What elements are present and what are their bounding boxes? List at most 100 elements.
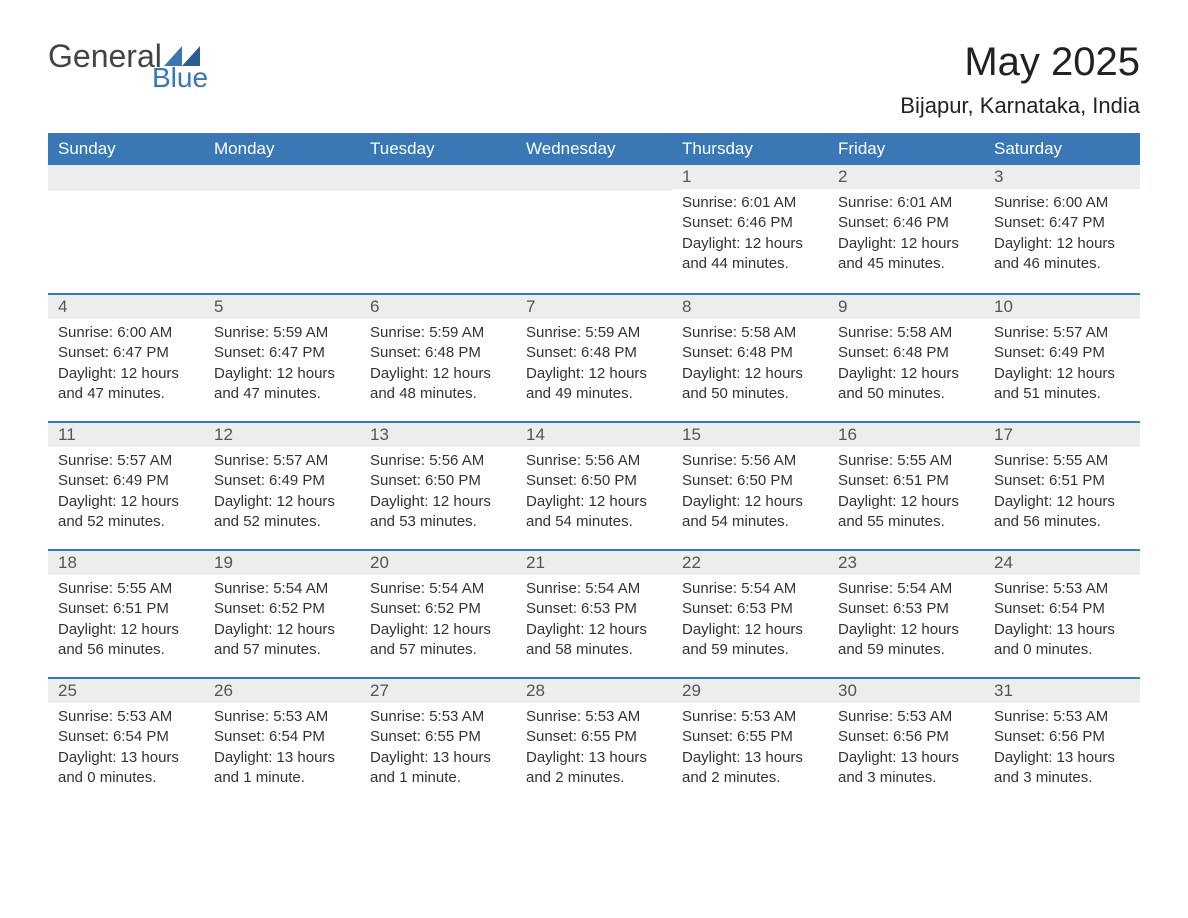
day-body: Sunrise: 5:53 AMSunset: 6:56 PMDaylight:…	[984, 703, 1140, 800]
daylight-line: Daylight: 12 hours and 47 minutes.	[214, 364, 350, 405]
day-number	[48, 165, 204, 191]
day-cell: 26Sunrise: 5:53 AMSunset: 6:54 PMDayligh…	[204, 679, 360, 805]
sunset-line: Sunset: 6:46 PM	[838, 213, 974, 233]
daylight-line: Daylight: 12 hours and 48 minutes.	[370, 364, 506, 405]
sunrise-line: Sunrise: 5:57 AM	[58, 451, 194, 471]
day-body: Sunrise: 5:54 AMSunset: 6:53 PMDaylight:…	[828, 575, 984, 672]
day-body	[360, 191, 516, 207]
daylight-line: Daylight: 13 hours and 3 minutes.	[838, 748, 974, 789]
day-cell: 3Sunrise: 6:00 AMSunset: 6:47 PMDaylight…	[984, 165, 1140, 293]
day-cell: 25Sunrise: 5:53 AMSunset: 6:54 PMDayligh…	[48, 679, 204, 805]
day-cell: 20Sunrise: 5:54 AMSunset: 6:52 PMDayligh…	[360, 551, 516, 677]
day-number: 7	[516, 295, 672, 319]
daylight-line: Daylight: 12 hours and 59 minutes.	[682, 620, 818, 661]
day-cell: 8Sunrise: 5:58 AMSunset: 6:48 PMDaylight…	[672, 295, 828, 421]
sunrise-line: Sunrise: 5:53 AM	[838, 707, 974, 727]
sunrise-line: Sunrise: 5:53 AM	[682, 707, 818, 727]
day-cell: 10Sunrise: 5:57 AMSunset: 6:49 PMDayligh…	[984, 295, 1140, 421]
day-cell: 28Sunrise: 5:53 AMSunset: 6:55 PMDayligh…	[516, 679, 672, 805]
day-number: 22	[672, 551, 828, 575]
sunrise-line: Sunrise: 5:58 AM	[838, 323, 974, 343]
day-cell: 29Sunrise: 5:53 AMSunset: 6:55 PMDayligh…	[672, 679, 828, 805]
sunset-line: Sunset: 6:54 PM	[214, 727, 350, 747]
day-body: Sunrise: 5:53 AMSunset: 6:55 PMDaylight:…	[516, 703, 672, 800]
daylight-line: Daylight: 12 hours and 45 minutes.	[838, 234, 974, 275]
sunset-line: Sunset: 6:47 PM	[58, 343, 194, 363]
day-body: Sunrise: 5:53 AMSunset: 6:55 PMDaylight:…	[672, 703, 828, 800]
daylight-line: Daylight: 12 hours and 46 minutes.	[994, 234, 1130, 275]
day-cell: 14Sunrise: 5:56 AMSunset: 6:50 PMDayligh…	[516, 423, 672, 549]
day-body: Sunrise: 5:54 AMSunset: 6:52 PMDaylight:…	[204, 575, 360, 672]
day-cell: 4 Sunrise: 6:00 AMSunset: 6:47 PMDaylight…	[48, 295, 204, 421]
sunset-line: Sunset: 6:48 PM	[838, 343, 974, 363]
day-cell: 5Sunrise: 5:59 AMSunset: 6:47 PMDaylight…	[204, 295, 360, 421]
sunrise-line: Sunrise: 6:00 AM	[994, 193, 1130, 213]
daylight-line: Daylight: 12 hours and 50 minutes.	[838, 364, 974, 405]
day-number: 11	[48, 423, 204, 447]
sunset-line: Sunset: 6:51 PM	[58, 599, 194, 619]
day-body: Sunrise: 5:55 AMSunset: 6:51 PMDaylight:…	[984, 447, 1140, 544]
daylight-line: Daylight: 13 hours and 2 minutes.	[526, 748, 662, 789]
sunset-line: Sunset: 6:49 PM	[58, 471, 194, 491]
sunrise-line: Sunrise: 5:53 AM	[994, 579, 1130, 599]
week-row: 11Sunrise: 5:57 AMSunset: 6:49 PMDayligh…	[48, 421, 1140, 549]
sunrise-line: Sunrise: 5:57 AM	[994, 323, 1130, 343]
day-number: 1	[672, 165, 828, 189]
day-number: 30	[828, 679, 984, 703]
daylight-line: Daylight: 12 hours and 57 minutes.	[214, 620, 350, 661]
day-body: Sunrise: 5:58 AMSunset: 6:48 PMDaylight:…	[672, 319, 828, 416]
day-cell-empty	[204, 165, 360, 293]
day-cell: 15Sunrise: 5:56 AMSunset: 6:50 PMDayligh…	[672, 423, 828, 549]
daylight-line: Daylight: 12 hours and 56 minutes.	[58, 620, 194, 661]
sunset-line: Sunset: 6:50 PM	[526, 471, 662, 491]
day-number: 16	[828, 423, 984, 447]
day-body: Sunrise: 5:59 AMSunset: 6:48 PMDaylight:…	[516, 319, 672, 416]
day-number: 19	[204, 551, 360, 575]
sunrise-line: Sunrise: 5:53 AM	[994, 707, 1130, 727]
weekday-header: Saturday	[984, 133, 1140, 165]
day-body: Sunrise: 5:59 AMSunset: 6:48 PMDaylight:…	[360, 319, 516, 416]
day-cell: 16Sunrise: 5:55 AMSunset: 6:51 PMDayligh…	[828, 423, 984, 549]
sunrise-line: Sunrise: 5:59 AM	[370, 323, 506, 343]
day-cell: 1Sunrise: 6:01 AMSunset: 6:46 PMDaylight…	[672, 165, 828, 293]
day-body: Sunrise: 5:53 AMSunset: 6:56 PMDaylight:…	[828, 703, 984, 800]
brand-logo: General Blue	[48, 40, 208, 92]
weekday-header: Sunday	[48, 133, 204, 165]
day-cell: 18Sunrise: 5:55 AMSunset: 6:51 PMDayligh…	[48, 551, 204, 677]
daylight-line: Daylight: 12 hours and 56 minutes.	[994, 492, 1130, 533]
calendar-grid: SundayMondayTuesdayWednesdayThursdayFrid…	[48, 133, 1140, 805]
sunset-line: Sunset: 6:56 PM	[994, 727, 1130, 747]
day-number: 10	[984, 295, 1140, 319]
day-body: Sunrise: 6:01 AMSunset: 6:46 PMDaylight:…	[672, 189, 828, 286]
day-body: Sunrise: 5:56 AMSunset: 6:50 PMDaylight:…	[516, 447, 672, 544]
day-body: Sunrise: 5:57 AMSunset: 6:49 PMDaylight:…	[984, 319, 1140, 416]
day-number	[360, 165, 516, 191]
day-number: 24	[984, 551, 1140, 575]
sunset-line: Sunset: 6:47 PM	[994, 213, 1130, 233]
sunrise-line: Sunrise: 6:00 AM	[58, 323, 194, 343]
daylight-line: Daylight: 12 hours and 55 minutes.	[838, 492, 974, 533]
location-label: Bijapur, Karnataka, India	[900, 93, 1140, 119]
day-number: 4	[48, 295, 204, 319]
weekday-header: Friday	[828, 133, 984, 165]
weekday-header-row: SundayMondayTuesdayWednesdayThursdayFrid…	[48, 133, 1140, 165]
sunrise-line: Sunrise: 5:57 AM	[214, 451, 350, 471]
day-number: 18	[48, 551, 204, 575]
day-body: Sunrise: 5:56 AMSunset: 6:50 PMDaylight:…	[672, 447, 828, 544]
day-body: Sunrise: 5:55 AMSunset: 6:51 PMDaylight:…	[828, 447, 984, 544]
day-body: Sunrise: 5:54 AMSunset: 6:53 PMDaylight:…	[516, 575, 672, 672]
sunset-line: Sunset: 6:50 PM	[682, 471, 818, 491]
day-cell: 17Sunrise: 5:55 AMSunset: 6:51 PMDayligh…	[984, 423, 1140, 549]
daylight-line: Daylight: 12 hours and 47 minutes.	[58, 364, 194, 405]
daylight-line: Daylight: 12 hours and 52 minutes.	[58, 492, 194, 533]
sunrise-line: Sunrise: 5:53 AM	[526, 707, 662, 727]
day-cell: 9Sunrise: 5:58 AMSunset: 6:48 PMDaylight…	[828, 295, 984, 421]
daylight-line: Daylight: 12 hours and 49 minutes.	[526, 364, 662, 405]
day-number: 28	[516, 679, 672, 703]
sunrise-line: Sunrise: 5:53 AM	[58, 707, 194, 727]
daylight-line: Daylight: 13 hours and 2 minutes.	[682, 748, 818, 789]
sunset-line: Sunset: 6:52 PM	[370, 599, 506, 619]
sunrise-line: Sunrise: 5:56 AM	[526, 451, 662, 471]
week-row: 18Sunrise: 5:55 AMSunset: 6:51 PMDayligh…	[48, 549, 1140, 677]
sunrise-line: Sunrise: 5:56 AM	[370, 451, 506, 471]
